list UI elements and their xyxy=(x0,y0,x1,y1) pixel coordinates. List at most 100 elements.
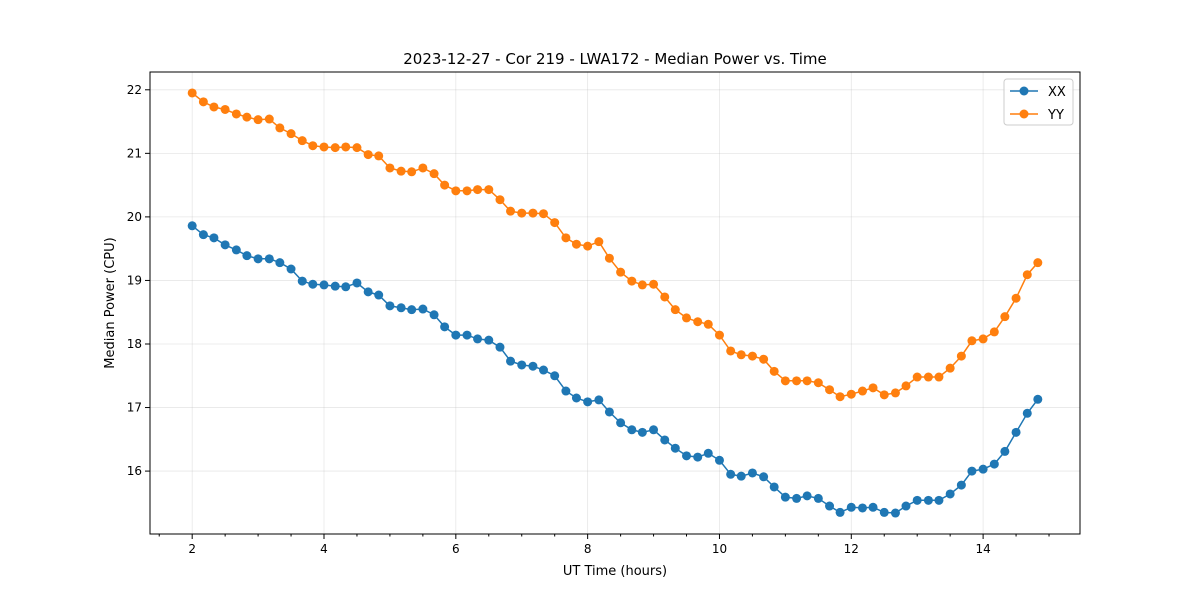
data-point-yy xyxy=(637,280,647,290)
data-point-yy xyxy=(649,279,659,289)
data-point-yy xyxy=(714,330,724,340)
data-point-yy xyxy=(759,354,769,364)
data-point-yy xyxy=(363,150,373,160)
plot-frame xyxy=(149,71,1081,535)
data-point-xx xyxy=(594,395,604,405)
data-point-xx xyxy=(802,491,812,501)
x-tick-label: 12 xyxy=(844,542,859,556)
data-point-xx xyxy=(825,501,835,511)
data-point-xx xyxy=(187,221,197,231)
data-point-yy xyxy=(703,319,713,329)
x-tick-label: 2 xyxy=(188,542,196,556)
y-axis-label: Median Power (CPU) xyxy=(103,237,118,368)
data-point-yy xyxy=(1033,258,1043,268)
data-point-xx xyxy=(363,287,373,297)
data-point-xx xyxy=(967,466,977,476)
data-point-yy xyxy=(846,389,856,399)
data-point-yy xyxy=(253,115,263,125)
data-point-yy xyxy=(396,166,406,176)
data-point-yy xyxy=(319,142,329,152)
x-tick-label: 4 xyxy=(320,542,328,556)
data-point-xx xyxy=(649,425,659,435)
data-point-xx xyxy=(637,427,647,437)
data-point-yy xyxy=(693,317,703,327)
data-point-xx xyxy=(495,342,505,352)
data-point-yy xyxy=(736,350,746,360)
data-point-xx xyxy=(736,471,746,481)
data-point-xx xyxy=(670,443,680,453)
data-point-yy xyxy=(1011,293,1021,303)
data-point-xx xyxy=(231,245,241,255)
series-yy xyxy=(187,88,1043,402)
data-point-yy xyxy=(308,141,318,151)
data-point-yy xyxy=(901,381,911,391)
data-point-yy xyxy=(1000,312,1010,322)
y-tick-label: 19 xyxy=(127,273,142,287)
data-point-xx xyxy=(945,489,955,499)
data-point-yy xyxy=(945,363,955,373)
data-point-xx xyxy=(484,335,494,345)
y-tick-label: 21 xyxy=(127,146,142,160)
data-point-xx xyxy=(890,508,900,518)
data-point-xx xyxy=(571,393,581,403)
data-point-xx xyxy=(901,501,911,511)
data-point-xx xyxy=(407,305,417,315)
data-point-xx xyxy=(462,330,472,340)
data-point-yy xyxy=(627,276,637,286)
data-point-yy xyxy=(462,186,472,196)
y-tick-label: 20 xyxy=(127,210,142,224)
data-point-yy xyxy=(802,376,812,386)
data-point-xx xyxy=(538,365,548,375)
data-point-yy xyxy=(670,305,680,315)
data-point-xx xyxy=(451,330,461,340)
data-point-xx xyxy=(682,451,692,461)
data-point-xx xyxy=(769,482,779,492)
legend-label-xx: XX xyxy=(1048,85,1066,100)
data-point-xx xyxy=(912,495,922,505)
data-point-yy xyxy=(561,233,571,243)
data-point-xx xyxy=(341,282,351,292)
y-tick-label: 16 xyxy=(127,464,142,478)
data-point-yy xyxy=(198,97,208,107)
data-point-yy xyxy=(780,376,790,386)
series-xx xyxy=(187,221,1043,518)
data-point-xx xyxy=(440,322,450,332)
data-point-yy xyxy=(407,167,417,177)
data-point-yy xyxy=(517,208,527,218)
data-point-xx xyxy=(1033,394,1043,404)
legend-label-yy: YY xyxy=(1047,108,1064,123)
data-point-yy xyxy=(978,334,988,344)
data-point-yy xyxy=(231,109,241,119)
data-point-yy xyxy=(528,208,538,218)
data-point-xx xyxy=(286,264,296,274)
data-point-yy xyxy=(1022,270,1032,280)
data-point-yy xyxy=(835,392,845,402)
data-point-yy xyxy=(792,376,802,386)
data-point-yy xyxy=(286,129,296,139)
data-point-yy xyxy=(264,114,274,124)
data-point-xx xyxy=(242,251,252,261)
data-point-yy xyxy=(220,104,230,114)
y-tick-label: 18 xyxy=(127,337,142,351)
data-point-xx xyxy=(561,386,571,396)
legend: XX YY xyxy=(1003,78,1074,126)
data-point-yy xyxy=(660,292,670,302)
data-point-xx xyxy=(517,360,527,370)
data-point-yy xyxy=(890,388,900,398)
data-point-xx xyxy=(220,240,230,250)
data-point-xx xyxy=(297,276,307,286)
data-point-yy xyxy=(330,143,340,153)
data-point-yy xyxy=(934,372,944,382)
data-point-yy xyxy=(571,239,581,249)
data-point-xx xyxy=(506,356,516,366)
data-point-yy xyxy=(341,142,351,152)
data-point-yy xyxy=(429,169,439,179)
y-tick-label: 17 xyxy=(127,401,142,415)
data-point-yy xyxy=(418,163,428,173)
data-point-yy xyxy=(769,366,779,376)
data-point-yy xyxy=(374,151,384,161)
data-point-yy xyxy=(726,346,736,356)
data-point-xx xyxy=(956,480,966,490)
data-point-xx xyxy=(275,258,285,268)
data-point-xx xyxy=(780,492,790,502)
